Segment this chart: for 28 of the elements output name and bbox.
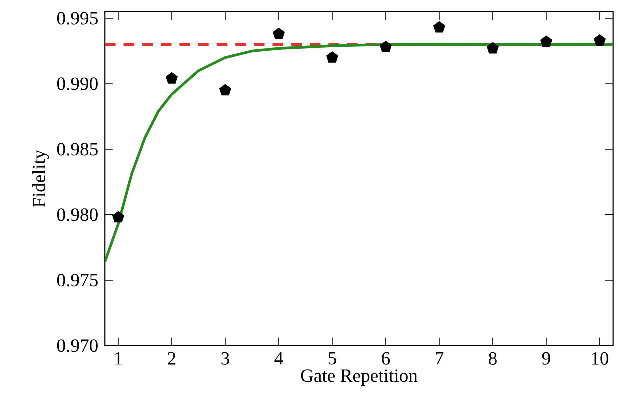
x-tick-label: 2 (168, 352, 176, 365)
y-tick-label: 0.980 (57, 208, 98, 222)
point (540, 36, 552, 48)
point (220, 84, 232, 96)
x-tick-label: 1 (115, 352, 122, 365)
x-tick-label: 9 (542, 352, 550, 365)
x-tick-label: 5 (328, 352, 336, 365)
point (594, 34, 606, 46)
y-tick-label: 0.970 (57, 340, 98, 352)
point (166, 72, 178, 84)
point (380, 41, 392, 52)
x-tick-label: 6 (382, 352, 390, 365)
point (273, 28, 285, 40)
y-tick-label: 0.995 (57, 12, 98, 25)
y-axis-title: Fidelity (32, 150, 50, 208)
x-tick-label: 10 (592, 352, 609, 365)
x-tick-label: 4 (274, 352, 284, 365)
x-tick-label: 8 (489, 352, 497, 365)
point (487, 42, 499, 54)
y-tick-label: 0.985 (57, 143, 98, 156)
x-tick-label: 7 (436, 352, 444, 365)
x-axis-title: Gate Repetition (301, 370, 418, 386)
x-tick-label: 3 (222, 352, 230, 365)
y-tick-label: 0.990 (57, 78, 98, 90)
point (434, 21, 446, 33)
point (326, 52, 338, 63)
point (112, 211, 124, 223)
y-tick-label: 0.975 (57, 274, 98, 287)
